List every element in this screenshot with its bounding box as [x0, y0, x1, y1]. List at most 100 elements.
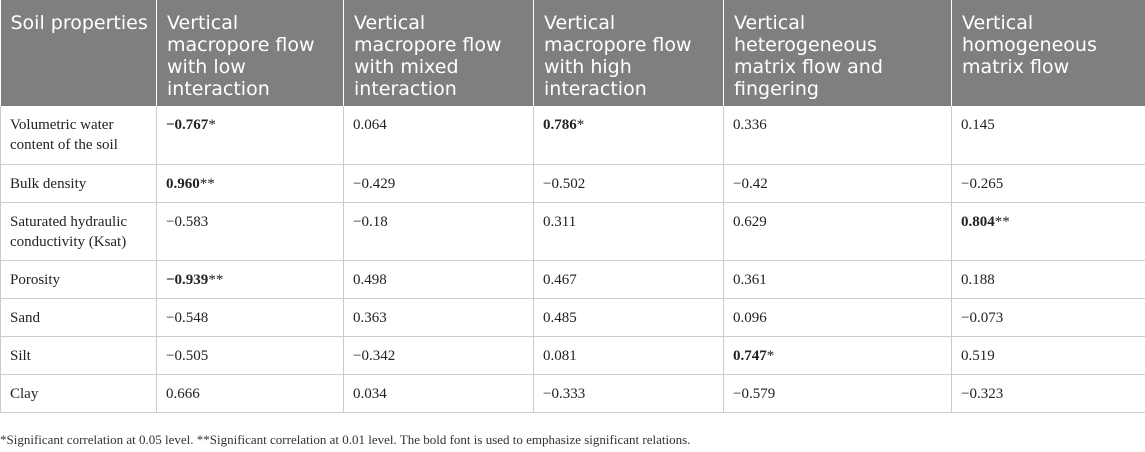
table-row: Clay 0.666 0.034 −0.333 −0.579 −0.323	[0, 374, 1145, 413]
table-header: Soil properties Vertical macropore flow …	[0, 0, 1145, 106]
cell-value: 0.498	[353, 271, 387, 288]
cell-value: 0.804	[961, 213, 995, 230]
table-cell: −0.323	[951, 374, 1145, 413]
table-cell: 0.666	[156, 374, 344, 413]
table-row: Volumetric water content of the soil −0.7…	[0, 106, 1145, 165]
cell-value: −0.502	[543, 175, 586, 192]
table-footnote: *Significant correlation at 0.05 level. …	[0, 432, 691, 447]
header-macropore-high: Vertical macropore flow with high intera…	[533, 0, 724, 106]
row-label: Saturated hydraulic conductivity (Ksat)	[0, 202, 157, 261]
cell-value: 0.519	[961, 347, 995, 364]
table-cell: −0.505	[156, 336, 344, 375]
cell-value: 0.311	[543, 213, 577, 230]
header-row: Soil properties Vertical macropore flow …	[0, 0, 1145, 106]
table-cell: 0.363	[343, 298, 534, 337]
table-cell: 0.081	[533, 336, 724, 375]
row-label: Sand	[0, 298, 157, 337]
cell-value: 0.096	[733, 309, 767, 326]
cell-value: 0.034	[353, 385, 387, 402]
significance-marker: **	[208, 271, 224, 288]
cell-value: 0.786	[543, 117, 577, 133]
table-cell: 0.361	[723, 260, 952, 299]
cell-value: −0.342	[353, 347, 396, 364]
cell-value: 0.188	[961, 271, 995, 288]
table-cell: 0.629	[723, 202, 952, 261]
table-cell: −0.583	[156, 202, 344, 261]
cell-value: −0.18	[353, 213, 388, 230]
cell-value: −0.505	[166, 347, 209, 364]
table-cell: 0.467	[533, 260, 724, 299]
cell-value: 0.363	[353, 309, 387, 326]
table-cell: −0.333	[533, 374, 724, 413]
cell-value: 0.666	[166, 385, 200, 402]
significance-marker: **	[994, 213, 1010, 230]
table-cell: 0.311	[533, 202, 724, 261]
significance-marker: *	[766, 347, 775, 364]
table-cell: −0.939**	[156, 260, 344, 299]
cell-value: 0.081	[543, 347, 577, 364]
table-cell: −0.502	[533, 164, 724, 203]
table-row: Porosity −0.939** 0.498 0.467 0.361 0.188	[0, 260, 1145, 299]
table-row: Silt −0.505 −0.342 0.081 0.747* 0.519	[0, 336, 1145, 375]
table-cell: −0.342	[343, 336, 534, 375]
cell-value: 0.467	[543, 271, 577, 288]
table-cell: 0.960**	[156, 164, 344, 203]
row-label: Volumetric water content of the soil	[0, 106, 157, 165]
table-cell: −0.42	[723, 164, 952, 203]
cell-value: −0.939	[166, 271, 209, 288]
table-cell: −0.548	[156, 298, 344, 337]
table-cell: 0.145	[951, 106, 1145, 165]
table-cell: −0.073	[951, 298, 1145, 337]
row-label: Clay	[0, 374, 157, 413]
cell-value: 0.145	[961, 117, 995, 133]
cell-value: 0.629	[733, 213, 767, 230]
cell-value: 0.361	[733, 271, 767, 288]
row-label: Bulk density	[0, 164, 157, 203]
table-cell: 0.034	[343, 374, 534, 413]
table-cell: −0.429	[343, 164, 534, 203]
significance-marker: *	[576, 117, 585, 133]
cell-value: −0.265	[961, 175, 1004, 192]
cell-value: −0.767	[166, 117, 209, 133]
table-cell: 0.747*	[723, 336, 952, 375]
header-homogeneous-matrix: Vertical homogeneous matrix flow	[951, 0, 1145, 106]
row-label: Porosity	[0, 260, 157, 299]
table-cell: 0.498	[343, 260, 534, 299]
table-cell: 0.786*	[533, 106, 724, 165]
table-row: Sand −0.548 0.363 0.485 0.096 −0.073	[0, 298, 1145, 337]
header-soil-properties: Soil properties	[0, 0, 157, 106]
cell-value: −0.323	[961, 385, 1004, 402]
header-macropore-low: Vertical macropore flow with low interac…	[156, 0, 344, 106]
header-heterogeneous-matrix: Vertical heterogeneous matrix flow and f…	[723, 0, 952, 106]
cell-value: −0.579	[733, 385, 776, 402]
table-cell: 0.519	[951, 336, 1145, 375]
table-row: Saturated hydraulic conductivity (Ksat) −…	[0, 202, 1145, 261]
table-cell: −0.767*	[156, 106, 344, 165]
cell-value: −0.073	[961, 309, 1004, 326]
cell-value: 0.336	[733, 117, 767, 133]
table-cell: 0.485	[533, 298, 724, 337]
cell-value: 0.485	[543, 309, 577, 326]
header-macropore-mixed: Vertical macropore flow with mixed inter…	[343, 0, 534, 106]
table-cell: 0.804**	[951, 202, 1145, 261]
table-cell: 0.096	[723, 298, 952, 337]
cell-value: −0.42	[733, 175, 768, 192]
cell-value: −0.429	[353, 175, 396, 192]
row-label: Silt	[0, 336, 157, 375]
significance-marker: *	[208, 117, 216, 133]
table-cell: −0.265	[951, 164, 1145, 203]
cell-value: 0.960	[166, 175, 200, 192]
cell-value: −0.548	[166, 309, 209, 326]
table-row: Bulk density 0.960** −0.429 −0.502 −0.42 −0.2…	[0, 164, 1145, 203]
table-cell: −0.18	[343, 202, 534, 261]
table-cell: 0.336	[723, 106, 952, 165]
table-body: Volumetric water content of the soil −0.7…	[0, 106, 1145, 413]
table-cell: −0.579	[723, 374, 952, 413]
table-cell: 0.188	[951, 260, 1145, 299]
table-cell: 0.064	[343, 106, 534, 165]
cell-value: 0.747	[733, 347, 767, 364]
cell-value: −0.333	[543, 385, 586, 402]
cell-value: −0.583	[166, 213, 209, 230]
cell-value: 0.064	[353, 117, 387, 133]
correlation-table: Soil properties Vertical macropore flow …	[0, 0, 1145, 413]
